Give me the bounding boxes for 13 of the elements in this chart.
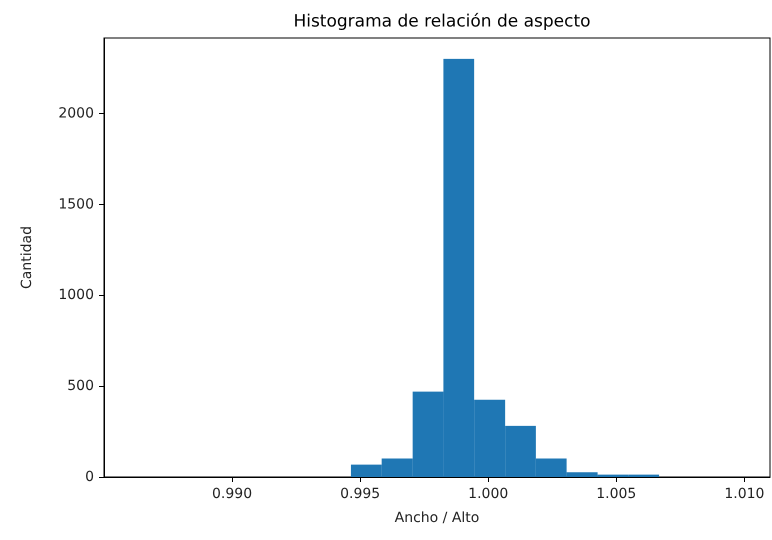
x-tick-label: 1.000 (468, 486, 508, 502)
x-tick-label: 1.005 (596, 486, 636, 502)
chart-title: Histograma de relación de aspecto (293, 12, 591, 32)
x-tick-label: 0.990 (212, 486, 252, 502)
y-tick-label: 1500 (58, 196, 94, 212)
y-axis-title: Cantidad (19, 226, 35, 289)
y-tick-label: 1000 (58, 287, 94, 304)
y-tick-label: 500 (67, 378, 94, 394)
x-tick-label: 1.010 (724, 486, 764, 502)
y-tick-label: 2000 (58, 105, 94, 122)
x-axis-title: Ancho / Alto (394, 510, 480, 526)
x-tick-label: 0.995 (340, 486, 380, 502)
y-tick-label: 0 (85, 469, 94, 485)
